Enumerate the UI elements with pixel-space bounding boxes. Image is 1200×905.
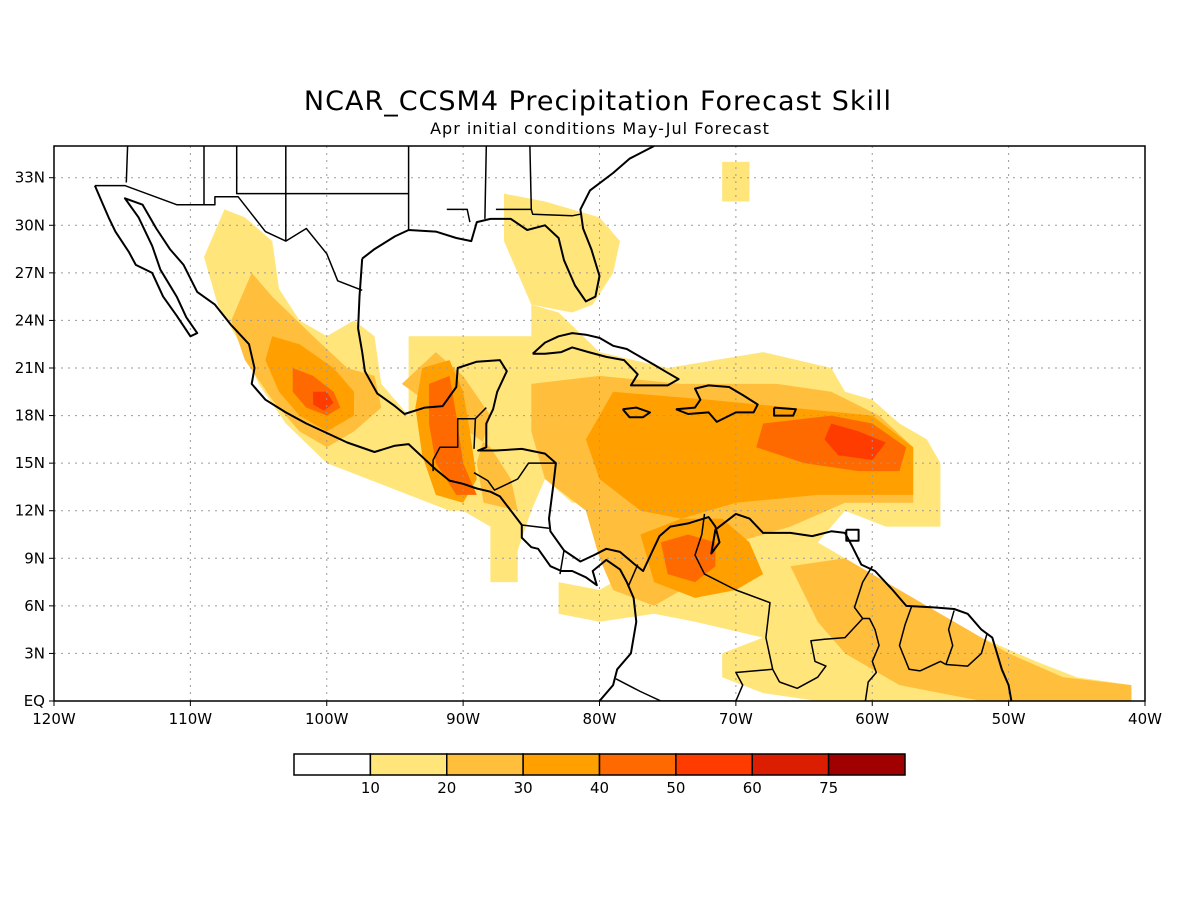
longitude-axis: 120W 110W 100W 90W 80W 70W 60W 50W 40W bbox=[32, 701, 1162, 728]
plot-area bbox=[54, 146, 1145, 701]
lat-tick-label: 9N bbox=[24, 549, 45, 567]
lat-tick-label: EQ bbox=[24, 692, 45, 710]
legend-swatch bbox=[293, 753, 372, 776]
legend-swatch bbox=[675, 753, 753, 776]
legend-label: 20 bbox=[437, 779, 456, 797]
lon-tick-label: 70W bbox=[719, 710, 753, 728]
lon-tick-label: 50W bbox=[992, 710, 1026, 728]
grid-lines bbox=[54, 146, 1145, 701]
border-suriname-fr-guiana bbox=[945, 610, 955, 665]
lon-tick-label: 120W bbox=[32, 710, 76, 728]
border-us-states-5 bbox=[495, 208, 581, 217]
legend-swatch bbox=[751, 753, 830, 776]
skill-region-south-america-coast bbox=[790, 558, 1132, 701]
chart-subtitle: Apr initial conditions May-Jul Forecast bbox=[430, 119, 770, 138]
border-us-states-8 bbox=[125, 146, 129, 183]
coastline-puerto-rico bbox=[773, 406, 797, 417]
skill-region-antilles-red bbox=[824, 423, 886, 460]
lat-tick-label: 21N bbox=[15, 359, 45, 377]
latitude-axis: EQ 3N 6N 9N 12N 15N 18N 21N 24N 27N 30N 33N bbox=[15, 169, 54, 710]
border-us-states-2 bbox=[446, 208, 471, 223]
coastline-hispaniola bbox=[675, 384, 759, 423]
skill-region-mexico-core-red bbox=[313, 391, 334, 411]
legend-swatch bbox=[522, 753, 601, 776]
lon-tick-label: 60W bbox=[855, 710, 889, 728]
legend-swatch bbox=[598, 753, 677, 776]
coastline-trinidad bbox=[845, 528, 860, 542]
border-fr-guiana-brazil bbox=[945, 634, 988, 667]
lat-tick-label: 27N bbox=[15, 264, 45, 282]
coastline-us-gulf-coast bbox=[361, 146, 655, 303]
lat-tick-label: 3N bbox=[24, 644, 45, 662]
lon-tick-label: 40W bbox=[1128, 710, 1162, 728]
legend-label: 75 bbox=[819, 779, 838, 797]
legend-swatch bbox=[369, 753, 448, 776]
border-venezuela-guyana bbox=[853, 565, 880, 701]
border-guyana-suriname bbox=[898, 605, 921, 672]
border-us-states-6 bbox=[235, 146, 286, 195]
legend-label: 30 bbox=[514, 779, 533, 797]
lon-tick-label: 80W bbox=[583, 710, 617, 728]
border-colombia-ecuador-peru bbox=[615, 668, 773, 701]
border-costa-rica-panama bbox=[559, 550, 565, 575]
chart-title: NCAR_CCSM4 Precipitation Forecast Skill bbox=[304, 86, 892, 117]
lat-tick-label: 18N bbox=[15, 407, 45, 425]
lon-tick-label: 100W bbox=[305, 710, 349, 728]
border-colombia-venezuela bbox=[694, 513, 781, 683]
border-honduras-nicaragua bbox=[473, 462, 556, 491]
legend-label: 40 bbox=[590, 779, 609, 797]
lon-tick-label: 90W bbox=[446, 710, 480, 728]
lat-tick-label: 12N bbox=[15, 502, 45, 520]
legend-label: 50 bbox=[666, 779, 685, 797]
coastline-jamaica bbox=[621, 406, 651, 419]
border-us-states-3 bbox=[484, 146, 488, 219]
legend-swatch bbox=[827, 753, 906, 776]
border-brazil-guianas bbox=[919, 660, 947, 672]
border-panama-colombia bbox=[627, 564, 639, 588]
skill-shading bbox=[204, 161, 1132, 701]
coastline-cuba bbox=[532, 332, 680, 387]
lat-tick-label: 15N bbox=[15, 454, 45, 472]
skill-region-western-mexico bbox=[204, 209, 491, 511]
lat-tick-label: 24N bbox=[15, 311, 45, 329]
border-us-states-4 bbox=[529, 146, 533, 210]
lat-tick-label: 6N bbox=[24, 597, 45, 615]
legend-label: 10 bbox=[361, 779, 380, 797]
border-us-mexico bbox=[94, 184, 363, 291]
legend-label: 60 bbox=[743, 779, 762, 797]
lat-tick-label: 33N bbox=[15, 169, 45, 187]
lat-tick-label: 30N bbox=[15, 216, 45, 234]
color-legend: 10 20 30 40 50 60 75 bbox=[293, 753, 906, 797]
legend-swatch bbox=[446, 753, 524, 776]
border-belize-guatemala bbox=[473, 418, 477, 449]
lon-tick-label: 110W bbox=[169, 710, 213, 728]
borders bbox=[94, 146, 988, 701]
border-venezuela-brazil bbox=[779, 617, 864, 690]
coastline-mexico-west-coast bbox=[93, 185, 638, 701]
border-nicaragua-costa-rica bbox=[521, 524, 550, 529]
